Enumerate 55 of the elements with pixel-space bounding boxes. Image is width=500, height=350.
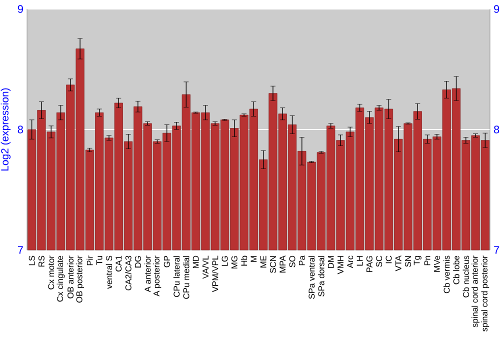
- x-tick-label: SN: [405, 256, 412, 267]
- x-tick-label: spinal cord posterior: [481, 256, 490, 332]
- y-tick-label: 9: [18, 5, 23, 13]
- x-tick-label: VTA: [395, 255, 402, 272]
- y2-tick-label: 9: [494, 5, 500, 13]
- x-tick-label: Cb vermis: [443, 256, 450, 294]
- x-tick-label: Arc: [347, 256, 354, 268]
- x-tick-label: Cb nucleus: [462, 256, 469, 298]
- x-tick-label: DM: [328, 256, 334, 268]
- x-tick-label: SCN: [270, 256, 276, 273]
- x-tick-label: DG: [134, 256, 141, 268]
- x-tick-label: Cx cingulate: [56, 256, 65, 302]
- x-tick-label: spinal cord anterior: [472, 256, 480, 328]
- x-tick-label: SO: [289, 256, 296, 268]
- x-tick-label: VA/VL: [202, 256, 209, 279]
- x-tick-label: CPu medial: [183, 256, 190, 299]
- x-tick-label: LS: [28, 256, 35, 266]
- x-tick-label: VPM/VPL: [212, 256, 218, 292]
- x-tick-label: GP: [164, 256, 170, 268]
- x-tick-label: MPA: [280, 255, 286, 272]
- x-tick-label: CA2/CA3: [125, 256, 132, 290]
- x-tick-label: A posterior: [153, 256, 162, 296]
- x-tick-label: SPa dorsal: [318, 256, 324, 296]
- x-tick-label: VMH: [338, 256, 344, 274]
- x-tick-label: SC: [376, 256, 382, 267]
- x-tick-label: MD: [192, 256, 199, 268]
- x-tick-label: CPu lateral: [173, 256, 180, 297]
- x-tick-label: OB posterior: [76, 256, 84, 303]
- x-tick-label: LG: [222, 256, 228, 266]
- x-tick-label: A anterior: [144, 256, 151, 292]
- x-tick-label: OB anterior: [67, 256, 74, 298]
- x-tick-label: M: [250, 256, 257, 262]
- x-tick-label: IC: [386, 256, 392, 264]
- x-tick-label: Pir: [86, 256, 93, 266]
- x-tick-label: SPa ventral: [308, 256, 315, 299]
- x-tick-label: Pn: [424, 256, 430, 266]
- x-tick-label: ventral S: [106, 256, 112, 289]
- y2-tick-label: 8: [494, 126, 500, 134]
- x-tick-label: ME: [260, 256, 266, 268]
- x-tick-label: Tu: [96, 256, 102, 265]
- x-tick-label: MG: [231, 256, 238, 268]
- y-axis-title: Log2 (expression): [0, 88, 11, 171]
- y-tick-label: 8: [18, 126, 23, 134]
- y-tick-label: 7: [18, 246, 23, 254]
- y2-tick-label: 7: [494, 246, 500, 254]
- x-tick-label: Hb: [240, 256, 248, 266]
- x-tick-label: MVe: [434, 256, 440, 272]
- x-tick-label: Tg: [414, 256, 422, 266]
- x-tick-label: Cx motor: [48, 256, 54, 290]
- x-tick-label: LH: [356, 256, 363, 266]
- x-tick-label: RS: [38, 256, 44, 267]
- x-tick-label: PAG: [366, 256, 372, 272]
- x-tick-label: CA1: [116, 256, 122, 272]
- x-tick-label: Pa: [298, 255, 305, 266]
- x-tick-label: Cb lobe: [453, 256, 460, 284]
